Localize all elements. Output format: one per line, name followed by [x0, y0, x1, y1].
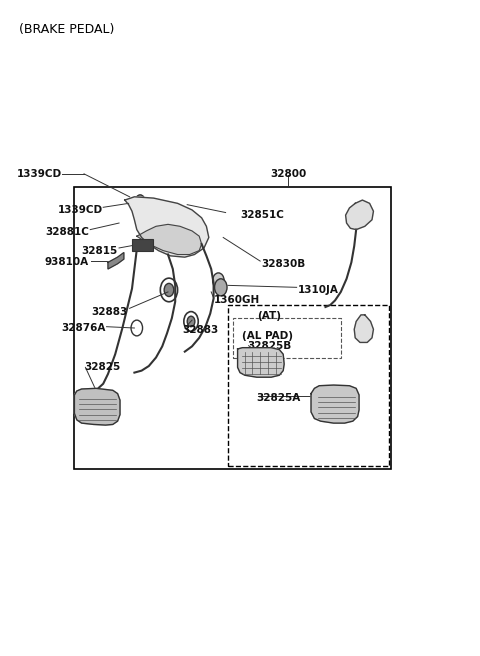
Text: (AL PAD): (AL PAD): [242, 331, 293, 341]
Text: 32825A: 32825A: [257, 393, 301, 403]
Text: 1339CD: 1339CD: [17, 169, 62, 179]
Text: 32825: 32825: [84, 362, 120, 373]
Bar: [132, 239, 153, 251]
Text: 1360GH: 1360GH: [214, 295, 260, 305]
Circle shape: [164, 283, 174, 297]
Polygon shape: [311, 385, 359, 423]
Text: 32876A: 32876A: [61, 323, 106, 333]
Polygon shape: [346, 200, 373, 230]
Text: 32815: 32815: [81, 245, 118, 256]
Polygon shape: [238, 348, 284, 377]
Circle shape: [213, 273, 224, 289]
Circle shape: [135, 195, 145, 208]
Bar: [228, 305, 389, 466]
Text: 32825B: 32825B: [247, 341, 291, 352]
Polygon shape: [108, 253, 124, 269]
Circle shape: [215, 279, 227, 296]
Text: 1339CD: 1339CD: [58, 205, 103, 215]
Text: 32851C: 32851C: [240, 210, 284, 220]
Polygon shape: [137, 224, 202, 255]
Text: (AT): (AT): [257, 311, 281, 321]
Polygon shape: [74, 388, 120, 425]
Text: 32800: 32800: [270, 169, 306, 179]
Polygon shape: [125, 197, 209, 257]
Bar: [233, 318, 341, 358]
Bar: [74, 187, 391, 469]
Text: 32830B: 32830B: [262, 258, 306, 269]
Text: 1310JA: 1310JA: [298, 285, 338, 295]
Text: 93810A: 93810A: [45, 257, 89, 268]
Text: (BRAKE PEDAL): (BRAKE PEDAL): [19, 23, 115, 36]
Text: 32881C: 32881C: [45, 226, 89, 237]
Text: 32883: 32883: [91, 306, 127, 317]
Circle shape: [187, 316, 195, 327]
Polygon shape: [354, 315, 373, 342]
Text: 32883: 32883: [182, 325, 219, 335]
